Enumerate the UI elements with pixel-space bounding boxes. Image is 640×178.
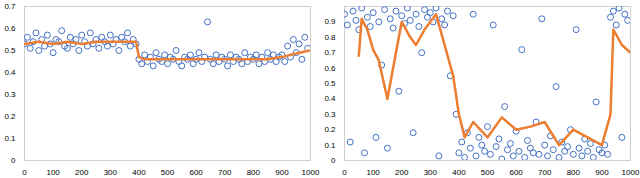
svg-text:0: 0 — [331, 156, 336, 165]
svg-text:500: 500 — [161, 168, 175, 177]
svg-text:0.3: 0.3 — [4, 90, 16, 99]
svg-text:800: 800 — [247, 168, 261, 177]
svg-text:600: 600 — [509, 168, 523, 177]
svg-text:500: 500 — [481, 168, 495, 177]
svg-text:0.7: 0.7 — [324, 48, 336, 57]
svg-text:0.2: 0.2 — [4, 112, 16, 121]
svg-text:200: 200 — [395, 168, 409, 177]
svg-text:100: 100 — [366, 168, 380, 177]
svg-text:0.4: 0.4 — [324, 94, 336, 103]
svg-text:700: 700 — [218, 168, 232, 177]
svg-text:0: 0 — [342, 168, 347, 177]
svg-text:0: 0 — [11, 156, 16, 165]
svg-text:0.5: 0.5 — [324, 79, 336, 88]
svg-text:900: 900 — [595, 168, 609, 177]
svg-text:0.3: 0.3 — [324, 110, 336, 119]
svg-text:100: 100 — [46, 168, 60, 177]
svg-text:0.1: 0.1 — [324, 141, 336, 150]
svg-text:0.2: 0.2 — [324, 125, 336, 134]
svg-text:300: 300 — [424, 168, 438, 177]
svg-text:400: 400 — [452, 168, 466, 177]
svg-text:800: 800 — [567, 168, 581, 177]
svg-text:0.9: 0.9 — [324, 17, 336, 26]
svg-text:0.5: 0.5 — [4, 46, 16, 55]
svg-text:0.7: 0.7 — [4, 2, 16, 11]
svg-text:200: 200 — [75, 168, 89, 177]
svg-text:0: 0 — [22, 168, 27, 177]
svg-text:0.6: 0.6 — [4, 24, 16, 33]
svg-text:1000: 1000 — [622, 168, 640, 177]
svg-text:1000: 1000 — [302, 168, 320, 177]
svg-text:0.6: 0.6 — [324, 64, 336, 73]
svg-text:0.8: 0.8 — [324, 33, 336, 42]
svg-text:900: 900 — [275, 168, 289, 177]
svg-text:0.1: 0.1 — [4, 134, 16, 143]
svg-text:300: 300 — [104, 168, 118, 177]
svg-text:700: 700 — [538, 168, 552, 177]
svg-text:400: 400 — [132, 168, 146, 177]
svg-text:600: 600 — [189, 168, 203, 177]
svg-text:0.4: 0.4 — [4, 68, 16, 77]
